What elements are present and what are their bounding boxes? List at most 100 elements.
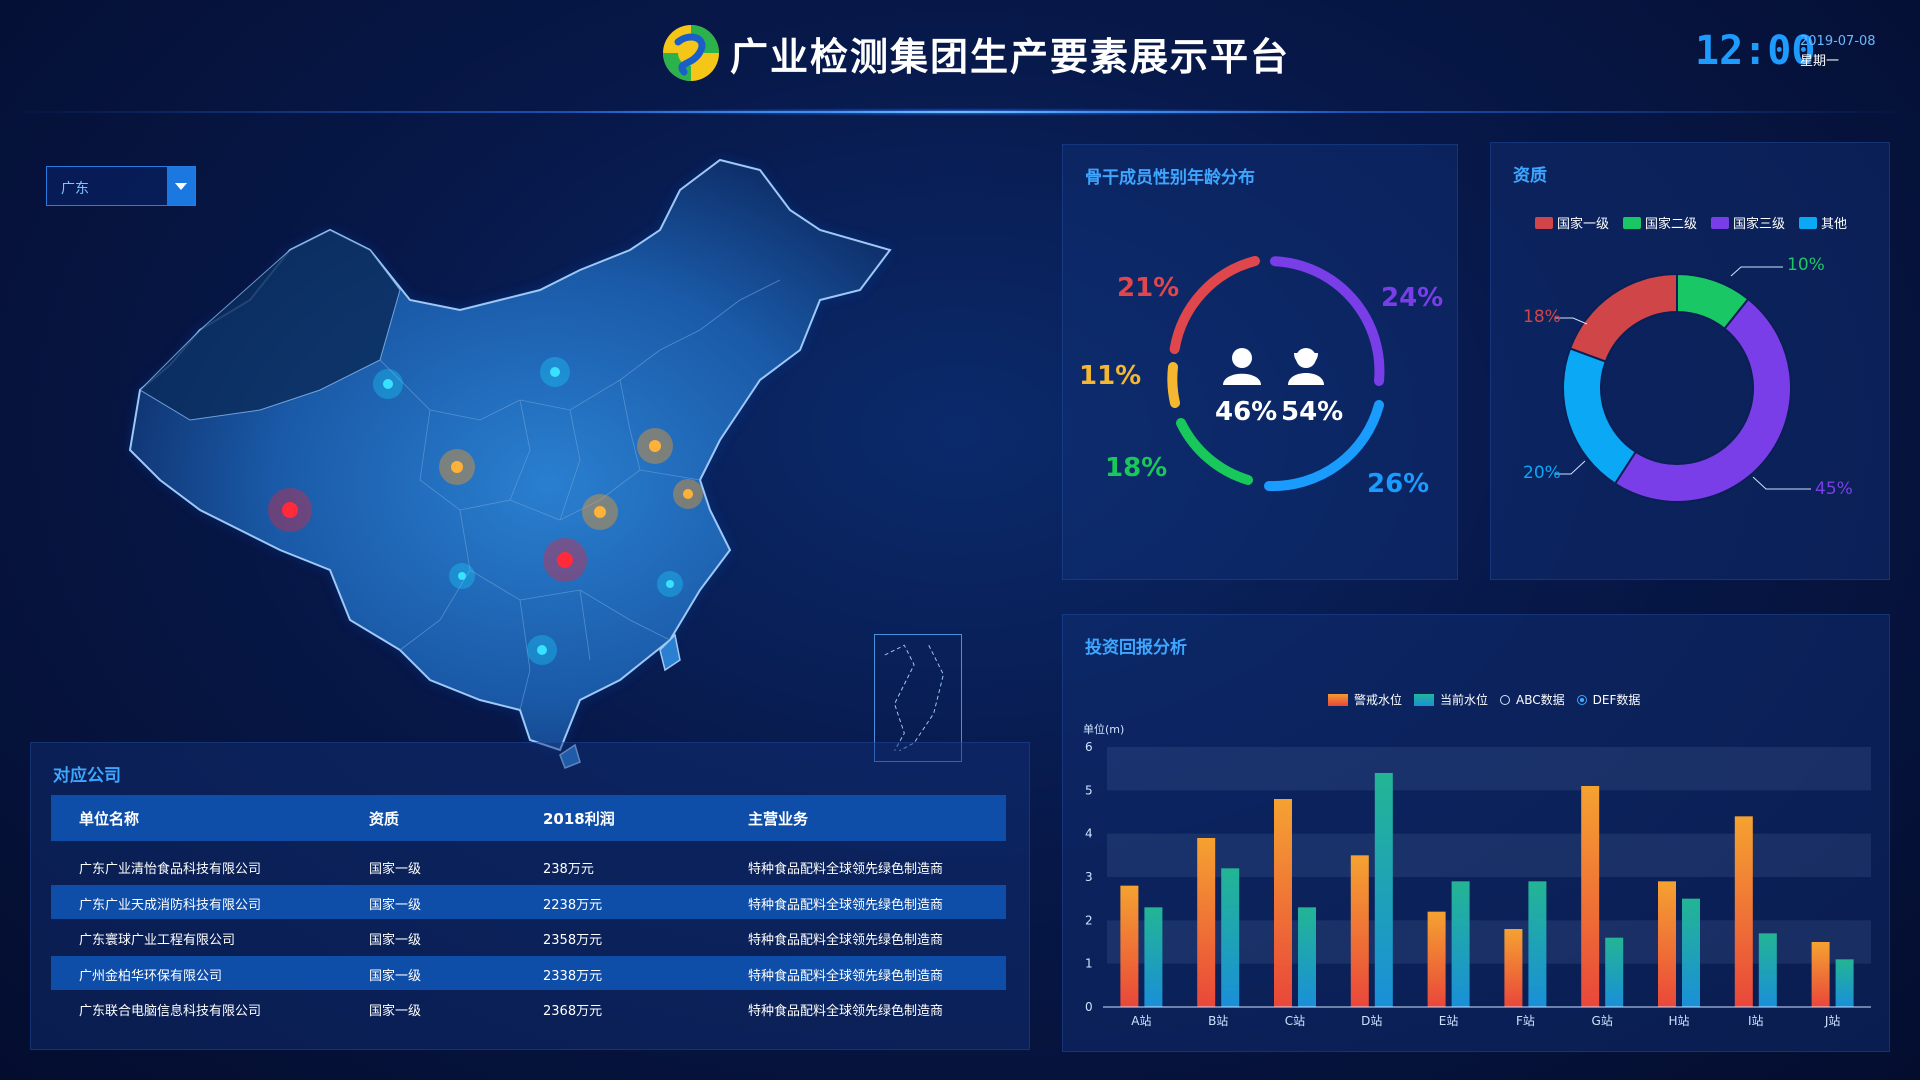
bar-warning-3[interactable] xyxy=(1350,855,1369,1007)
ring-segment-21 xyxy=(1169,256,1260,355)
bar-current-3[interactable] xyxy=(1374,773,1393,1007)
ring-label-26: 26% xyxy=(1367,469,1430,499)
bar-current-9[interactable] xyxy=(1835,959,1854,1007)
bar-current-4[interactable] xyxy=(1451,881,1470,1007)
y-tick-label: 6 xyxy=(1085,740,1093,754)
donut-slice-2[interactable] xyxy=(1613,297,1792,503)
col-header-profit[interactable]: 2018利润 xyxy=(543,810,615,828)
bar-warning-6[interactable] xyxy=(1581,786,1600,1007)
cell-business: 特种食品配料全球领先绿色制造商 xyxy=(748,933,944,948)
x-tick-label: C站 xyxy=(1285,1014,1305,1028)
table-row[interactable]: 广东联合电脑信息科技有限公司 国家一级 2368万元 特种食品配料全球领先绿色制造商 xyxy=(51,991,1006,1025)
qualification-panel-title: 资质 xyxy=(1513,166,1547,186)
x-tick-label: D站 xyxy=(1361,1014,1382,1028)
cell-business: 特种食品配料全球领先绿色制造商 xyxy=(748,862,944,877)
bar-current-5[interactable] xyxy=(1528,881,1547,1007)
bar-warning-8[interactable] xyxy=(1734,816,1753,1007)
table-row[interactable]: 广东广业清怡食品科技有限公司 国家一级 238万元 特种食品配料全球领先绿色制造商 xyxy=(51,849,1006,883)
cell-profit: 2238万元 xyxy=(543,897,603,913)
ring-segment-26 xyxy=(1264,400,1384,492)
cell-qualification: 国家一级 xyxy=(369,968,422,984)
bar-current-2[interactable] xyxy=(1298,907,1316,1007)
grid-band xyxy=(1107,747,1871,791)
bar-current-8[interactable] xyxy=(1758,933,1777,1007)
donut-leader-lines xyxy=(1555,266,1811,490)
bar-current-7[interactable] xyxy=(1682,898,1700,1007)
gender-ring-chart xyxy=(1167,256,1385,492)
cell-profit: 2338万元 xyxy=(543,968,603,984)
table-row[interactable]: 广东寰球广业工程有限公司 国家一级 2358万元 特种食品配料全球领先绿色制造商 xyxy=(51,920,1006,954)
investment-bar-chart: 0 1 2 3 4 5 6 A站 B站 C站 D站 E站 F站 G站 H站 I站 J站 xyxy=(1085,740,1871,1028)
bar-current-6[interactable] xyxy=(1605,937,1624,1007)
donut-slice-0[interactable] xyxy=(1568,272,1678,363)
legend-item-warning[interactable]: 警戒水位 xyxy=(1328,691,1402,708)
cell-name: 广东寰球广业工程有限公司 xyxy=(79,933,236,948)
x-tick-label: I站 xyxy=(1748,1014,1764,1028)
bar-warning-2[interactable] xyxy=(1274,799,1292,1007)
investment-panel-title: 投资回报分析 xyxy=(1085,638,1187,658)
bar-warning-1[interactable] xyxy=(1197,838,1216,1007)
cell-name: 广州金柏华环保有限公司 xyxy=(79,968,223,984)
gender-age-panel: 骨干成员性别年龄分布 21% 24% 11% 18% 26% 46% 54% xyxy=(1062,144,1458,580)
y-tick-label: 5 xyxy=(1085,783,1093,797)
table-row[interactable]: 广东广业天成消防科技有限公司 国家一级 2238万元 特种食品配料全球领先绿色制造商 xyxy=(51,884,1006,919)
donut-slice-3[interactable] xyxy=(1562,347,1638,486)
x-tick-label: F站 xyxy=(1516,1014,1535,1028)
cell-business: 特种食品配料全球领先绿色制造商 xyxy=(748,1004,944,1019)
company-logo xyxy=(663,25,719,81)
bar-warning-4[interactable] xyxy=(1427,911,1446,1007)
male-percent: 46% xyxy=(1215,397,1278,427)
south-china-sea-inset xyxy=(874,634,962,762)
cell-qualification: 国家一级 xyxy=(369,862,422,877)
y-tick-label: 3 xyxy=(1085,870,1093,884)
ring-label-18: 18% xyxy=(1105,453,1168,483)
cell-name: 广东广业天成消防科技有限公司 xyxy=(79,897,262,913)
bar-warning-7[interactable] xyxy=(1658,881,1676,1007)
col-header-qualification[interactable]: 资质 xyxy=(369,810,400,828)
ring-segment-24 xyxy=(1270,256,1385,386)
male-icon xyxy=(1223,348,1261,385)
x-tick-label: E站 xyxy=(1439,1014,1459,1028)
table-row[interactable]: 广州金柏华环保有限公司 国家一级 2338万元 特种食品配料全球领先绿色制造商 xyxy=(51,955,1006,990)
female-percent: 54% xyxy=(1281,397,1344,427)
ring-segment-11 xyxy=(1167,362,1180,408)
x-tick-label: J站 xyxy=(1824,1014,1841,1028)
cell-name: 广东联合电脑信息科技有限公司 xyxy=(79,1004,262,1019)
donut-label-level1: 18% xyxy=(1523,307,1561,327)
donut-label-level3: 45% xyxy=(1815,479,1853,499)
female-icon xyxy=(1288,348,1324,385)
clock-weekday: 星期一 xyxy=(1800,54,1840,69)
col-header-name[interactable]: 单位名称 xyxy=(79,810,140,828)
company-panel: 对应公司 单位名称 资质 2018利润 主营业务 广东广业清怡食品科技有限公司国… xyxy=(30,742,1030,1050)
donut-label-level2: 10% xyxy=(1787,255,1825,275)
bar-warning-5[interactable] xyxy=(1504,929,1523,1007)
cell-qualification: 国家一级 xyxy=(369,897,422,913)
bar-current-1[interactable] xyxy=(1221,868,1240,1007)
radio-abc[interactable]: ABC数据 xyxy=(1500,691,1565,708)
bar-current-0[interactable] xyxy=(1144,907,1163,1007)
bar-warning-9[interactable] xyxy=(1811,942,1830,1007)
region-select[interactable]: 广东 xyxy=(46,166,196,206)
y-tick-label: 4 xyxy=(1085,827,1093,841)
y-tick-label: 2 xyxy=(1085,913,1093,927)
china-map[interactable] xyxy=(100,150,1000,770)
bar-warning-0[interactable] xyxy=(1120,885,1139,1007)
chevron-down-icon[interactable] xyxy=(167,167,195,205)
ring-segment-18 xyxy=(1176,418,1253,485)
legend-item-current[interactable]: 当前水位 xyxy=(1414,691,1488,708)
page-title: 广业检测集团生产要素展示平台 xyxy=(730,35,1291,79)
legend-item-level2[interactable]: 国家二级 xyxy=(1623,213,1697,232)
ring-label-11: 11% xyxy=(1079,361,1142,391)
legend-item-level3[interactable]: 国家三级 xyxy=(1711,213,1785,232)
legend-item-other[interactable]: 其他 xyxy=(1799,213,1847,232)
cell-name: 广东广业清怡食品科技有限公司 xyxy=(79,862,262,877)
map-hotspots xyxy=(268,357,703,665)
cell-business: 特种食品配料全球领先绿色制造商 xyxy=(748,968,944,984)
header-glow xyxy=(560,108,1360,116)
radio-def[interactable]: DEF数据 xyxy=(1576,691,1640,708)
col-header-business[interactable]: 主营业务 xyxy=(748,810,809,828)
qualification-donut-chart xyxy=(1555,266,1811,503)
legend-item-level1[interactable]: 国家一级 xyxy=(1535,213,1609,232)
cell-qualification: 国家一级 xyxy=(369,1004,422,1019)
qualification-legend: 国家一级 国家二级 国家三级 其他 xyxy=(1535,213,1847,232)
